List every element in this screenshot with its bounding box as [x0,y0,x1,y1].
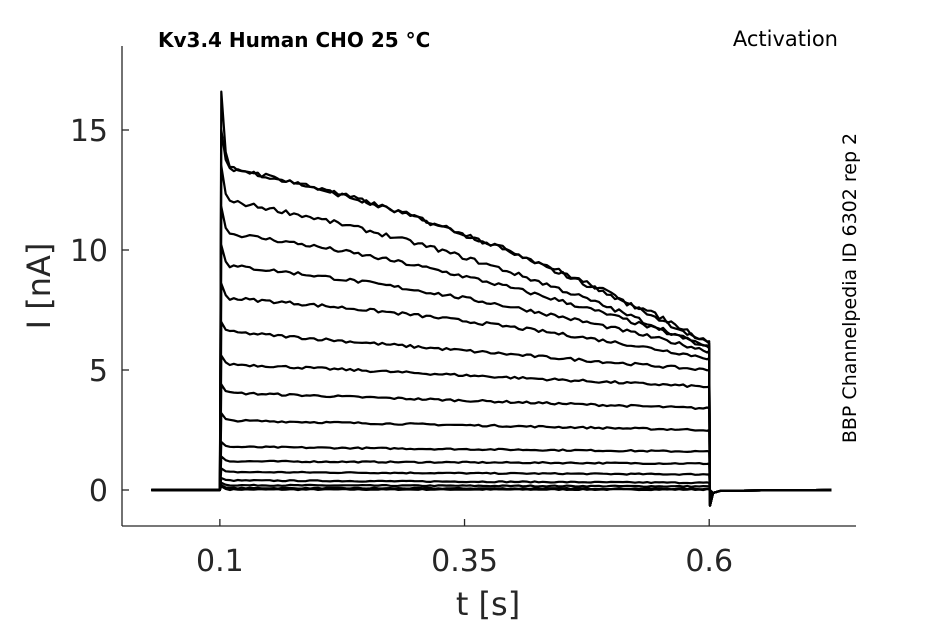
y-tick-label: 10 [70,234,108,269]
current-trace [151,164,832,507]
x-axis-label: t [s] [456,585,520,623]
source-label: BBP Channelpedia ID 6302 rep 2 [839,133,861,443]
x-tick-label: 0.1 [196,544,244,579]
y-tick-label: 0 [89,474,108,509]
y-tick-label: 15 [70,114,108,149]
x-tick-label: 0.35 [431,544,498,579]
y-ticks: 0 5 10 15 [70,114,129,509]
current-trace [151,90,832,507]
chart-title: Kv3.4 Human CHO 25 °C [158,28,430,52]
current-trace [151,354,832,507]
current-trace [151,484,832,494]
y-axis-label: I [nA] [20,243,58,330]
current-traces [151,90,832,507]
y-tick-label: 5 [89,354,108,389]
current-trace [151,412,832,501]
x-tick-label: 0.6 [685,544,733,579]
protocol-label: Activation [733,27,838,51]
current-trace [151,481,832,494]
current-trace [151,282,832,507]
current-trace [151,476,832,494]
current-trace [151,440,832,498]
current-trace [151,320,832,507]
current-trace [151,383,832,505]
current-trace [151,244,832,507]
current-trace [151,467,832,494]
current-trace [151,205,832,507]
current-trace [151,455,832,496]
x-ticks: 0.1 0.35 0.6 [196,519,733,579]
